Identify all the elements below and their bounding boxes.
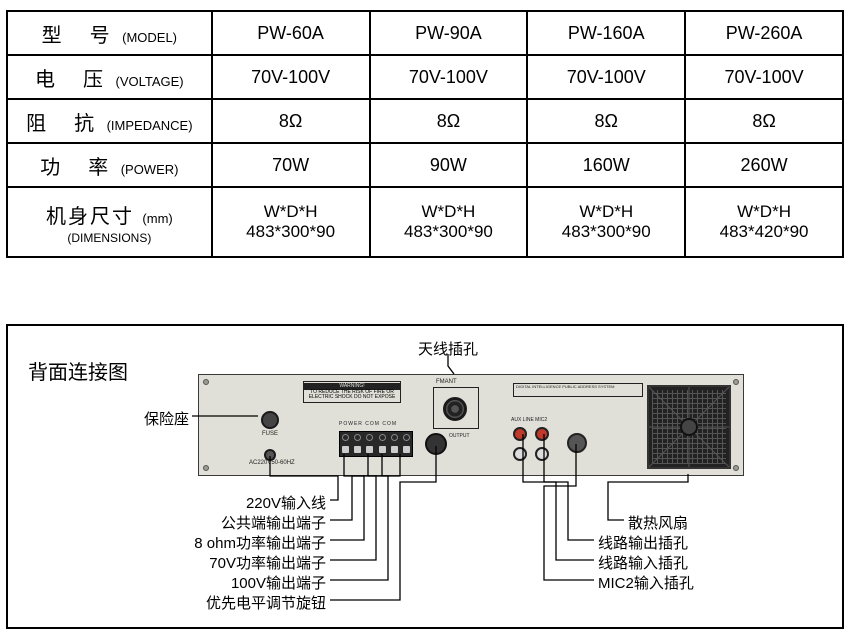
callout-8ohm: 8 ohm功率输出端子: [178, 532, 326, 553]
cooling-fan-icon: [647, 385, 731, 469]
cell-dim-0: W*D*H 483*300*90: [212, 187, 370, 257]
terminal-block-icon: [339, 431, 413, 457]
cell-voltage-3: 70V-100V: [685, 55, 843, 99]
priority-knob-icon: [425, 433, 447, 455]
cell-voltage-0: 70V-100V: [212, 55, 370, 99]
callout-antenna: 天线插孔: [418, 338, 478, 359]
callout-priority: 优先电平调节旋钮: [200, 592, 326, 613]
cell-dim-1: W*D*H 483*300*90: [370, 187, 528, 257]
callout-linein: 线路输入插孔: [598, 552, 688, 573]
cell-power-2: 160W: [527, 143, 685, 187]
fuse-holder-icon: [261, 411, 279, 429]
cell-power-3: 260W: [685, 143, 843, 187]
table-row: 型 号 (MODEL) PW-60A PW-90A PW-160A PW-260…: [7, 11, 843, 55]
screw-icon: [203, 379, 209, 385]
row-header-impedance: 阻 抗 (IMPEDANCE): [7, 99, 212, 143]
antenna-jack-icon: [443, 397, 467, 421]
rca-jack-icon: [513, 447, 527, 461]
row-header-voltage: 电 压 (VOLTAGE): [7, 55, 212, 99]
ac-label: AC220V50-60HZ: [249, 460, 295, 466]
screw-icon: [203, 465, 209, 471]
screw-icon: [733, 465, 739, 471]
fuse-label: FUSE: [262, 431, 278, 437]
row-header-model: 型 号 (MODEL): [7, 11, 212, 55]
rca-jack-icon: [535, 427, 549, 441]
mic2-jack-icon: [567, 433, 587, 453]
rca-group: [513, 427, 557, 465]
cell-model-1: PW-90A: [370, 11, 528, 55]
rca-jack-icon: [513, 427, 527, 441]
callout-fan: 散热风扇: [628, 512, 688, 533]
cell-voltage-2: 70V-100V: [527, 55, 685, 99]
cell-power-0: 70W: [212, 143, 370, 187]
diagram-title: 背面连接图: [28, 356, 128, 385]
rca-jack-icon: [535, 447, 549, 461]
cell-power-1: 90W: [370, 143, 528, 187]
cell-impedance-1: 8Ω: [370, 99, 528, 143]
cell-impedance-3: 8Ω: [685, 99, 843, 143]
callout-lineout: 线路输出插孔: [598, 532, 688, 553]
callout-100v: 100V输出端子: [228, 572, 326, 593]
cell-model-2: PW-160A: [527, 11, 685, 55]
header-cn: 型 号: [42, 25, 114, 47]
rear-panel-body: WARNING! TO REDUCE THE RISK OF FIRE OR E…: [198, 374, 744, 476]
cell-dim-2: W*D*H 483*300*90: [527, 187, 685, 257]
callout-70v: 70V功率输出端子: [204, 552, 326, 573]
table-row: 功 率 (POWER) 70W 90W 160W 260W: [7, 143, 843, 187]
row-header-power: 功 率 (POWER): [7, 143, 212, 187]
screw-icon: [733, 379, 739, 385]
warning-label: WARNING! TO REDUCE THE RISK OF FIRE OR E…: [303, 381, 401, 403]
group-labels: AUX LINE MIC2: [511, 417, 547, 423]
cell-dim-3: W*D*H 483*420*90: [685, 187, 843, 257]
table-row: 阻 抗 (IMPEDANCE) 8Ω 8Ω 8Ω 8Ω: [7, 99, 843, 143]
row-header-dimensions: 机身尺寸 (mm) (DIMENSIONS): [7, 187, 212, 257]
table-row: 电 压 (VOLTAGE) 70V-100V 70V-100V 70V-100V…: [7, 55, 843, 99]
callout-lines: [8, 326, 846, 631]
callout-220v: 220V输入线: [236, 492, 326, 513]
callout-fuse: 保险座: [144, 408, 189, 429]
fmant-label: FMANT: [436, 379, 457, 385]
terminal-labels: POWER COM COM: [339, 421, 397, 427]
cell-impedance-2: 8Ω: [527, 99, 685, 143]
info-label: DIGITAL INTELLIGENCE PUBLIC ADDRESS SYST…: [513, 383, 643, 397]
cell-impedance-0: 8Ω: [212, 99, 370, 143]
output-label: OUTPUT: [449, 433, 470, 439]
callout-mic2: MIC2输入插孔: [598, 572, 694, 593]
cell-model-3: PW-260A: [685, 11, 843, 55]
cell-model-0: PW-60A: [212, 11, 370, 55]
header-en: (MODEL): [122, 30, 177, 45]
spec-table: 型 号 (MODEL) PW-60A PW-90A PW-160A PW-260…: [6, 10, 844, 258]
callout-com: 公共端输出端子: [214, 512, 326, 533]
rear-panel-diagram: 背面连接图 天线插孔 WARNING! TO REDUCE THE RISK O…: [6, 324, 844, 629]
table-row: 机身尺寸 (mm) (DIMENSIONS) W*D*H 483*300*90 …: [7, 187, 843, 257]
cell-voltage-1: 70V-100V: [370, 55, 528, 99]
